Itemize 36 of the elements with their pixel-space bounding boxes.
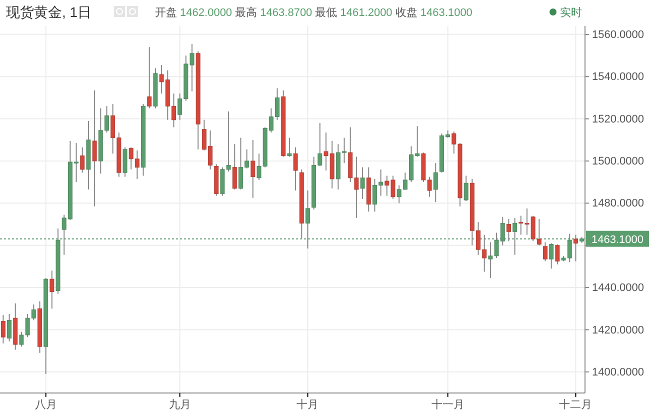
chart-title: 现货黄金, 1日 bbox=[6, 4, 92, 20]
candlestick bbox=[250, 139, 256, 198]
candlestick bbox=[80, 146, 85, 174]
text: 实时 bbox=[560, 6, 582, 19]
candlestick bbox=[293, 146, 298, 192]
candlestick bbox=[573, 234, 578, 262]
ref-line-label: 1463.1000 bbox=[592, 234, 644, 246]
candlestick bbox=[92, 90, 97, 207]
x-tick-label: 九月 bbox=[168, 398, 191, 411]
y-tick-label: 1480.0000 bbox=[592, 198, 644, 210]
candlestick bbox=[232, 144, 237, 190]
y-tick-label: 1520.0000 bbox=[592, 113, 644, 126]
candlestick bbox=[0, 314, 6, 344]
y-tick-label: 1560.0000 bbox=[592, 28, 644, 41]
candlestick bbox=[50, 270, 54, 310]
candlestick bbox=[7, 313, 12, 342]
candlestick bbox=[506, 218, 511, 242]
candlestick bbox=[122, 146, 128, 178]
candlestick bbox=[464, 175, 468, 202]
x-tick-label: 八月 bbox=[34, 398, 57, 411]
candlestick bbox=[549, 242, 554, 270]
candlestick bbox=[433, 162, 438, 203]
y-tick-label: 1400.0000 bbox=[592, 366, 644, 378]
chart-subtitle: 开盘 1462.0000 最高 1463.8700 最低 1461.2000 收盘 1463.1000 bbox=[155, 6, 472, 19]
y-tick-label: 1500.0000 bbox=[592, 156, 644, 168]
x-tick-label: 十一月 bbox=[431, 398, 464, 411]
x-tick-label: 十二月 bbox=[559, 398, 592, 411]
candlestick bbox=[287, 137, 292, 158]
candlestick bbox=[555, 244, 560, 265]
candlestick bbox=[147, 46, 152, 109]
candlestick bbox=[360, 166, 365, 200]
candlestick bbox=[543, 242, 548, 262]
y-tick-label: 1540.0000 bbox=[592, 71, 644, 84]
y-tick-label: 1420.0000 bbox=[592, 324, 644, 336]
y-tick-label: 1440.0000 bbox=[592, 282, 644, 294]
x-tick-label: 十月 bbox=[296, 398, 319, 411]
